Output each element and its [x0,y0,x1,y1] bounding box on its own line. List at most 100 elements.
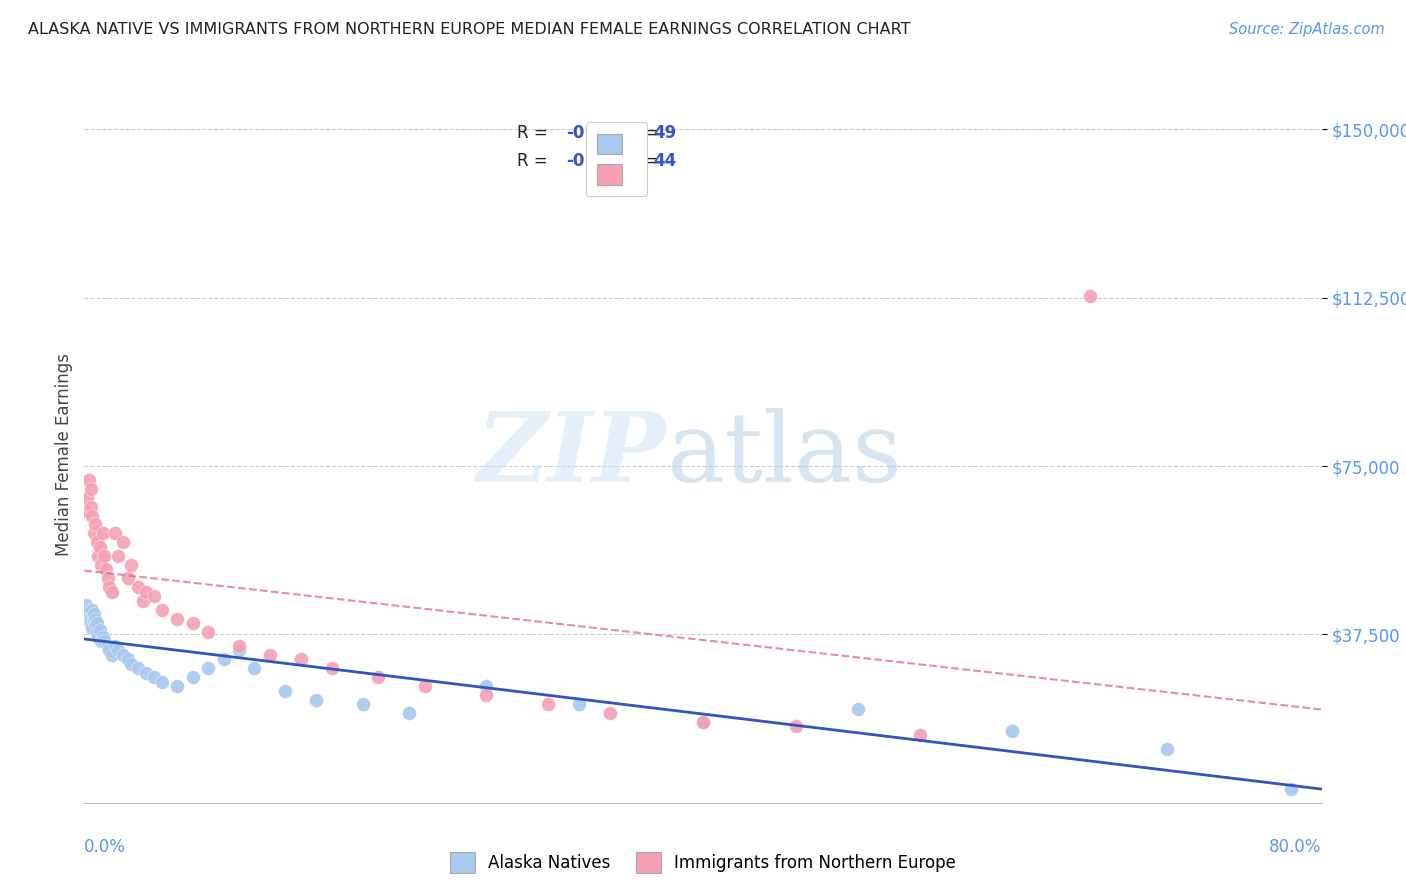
Point [290,652,312,666]
Point [352,697,374,711]
Point [90,634,112,648]
Point [908,729,931,743]
Point [104,526,127,541]
Point [1078,288,1101,302]
Point [846,701,869,715]
Point [243,661,266,675]
Point [82,621,104,635]
Point [86,616,108,631]
Point [135,665,157,680]
Point [101,648,124,662]
Y-axis label: Median Female Earnings: Median Female Earnings [55,353,73,557]
Text: 0.0%: 0.0% [84,838,127,855]
Text: ALASKA NATIVE VS IMMIGRANTS FROM NORTHERN EUROPE MEDIAN FEMALE EARNINGS CORRELAT: ALASKA NATIVE VS IMMIGRANTS FROM NORTHER… [28,22,911,37]
Point [107,643,129,657]
Point [127,580,149,594]
Point [413,679,436,693]
Point [77,473,100,487]
Point [75,504,97,518]
Point [89,623,111,637]
Point [83,526,105,541]
Text: -0.236: -0.236 [565,153,626,170]
Point [82,508,104,523]
Point [112,535,135,549]
Point [93,549,115,563]
Text: R =: R = [517,124,554,143]
Point [79,482,101,496]
Point [197,625,219,640]
Point [91,630,114,644]
Text: N =: N = [616,124,664,143]
Text: -0.530: -0.530 [565,124,626,143]
Point [98,643,121,657]
Point [692,714,714,729]
Point [197,661,219,675]
Point [89,540,111,554]
Point [96,571,118,585]
Legend: , : , [585,122,647,196]
Point [84,517,107,532]
Point [96,639,118,653]
Point [321,661,343,675]
Point [274,683,297,698]
Text: 49: 49 [654,124,676,143]
Point [181,670,204,684]
Point [77,605,100,619]
Point [82,603,104,617]
Point [76,607,98,622]
Point [135,584,157,599]
Point [76,491,98,505]
Point [537,697,560,711]
Point [84,612,107,626]
Text: 44: 44 [654,153,676,170]
Point [87,549,110,563]
Point [79,609,101,624]
Point [132,594,155,608]
Point [91,526,114,541]
Point [127,661,149,675]
Point [228,643,250,657]
Point [259,648,281,662]
Point [143,670,166,684]
Point [101,584,124,599]
Point [120,558,142,572]
Point [79,500,101,514]
Text: R =: R = [517,153,554,170]
Point [785,719,807,733]
Point [150,603,173,617]
Point [83,607,105,622]
Point [104,639,127,653]
Text: ZIP: ZIP [477,408,666,502]
Point [76,603,98,617]
Text: atlas: atlas [666,408,901,502]
Legend: Alaska Natives, Immigrants from Northern Europe: Alaska Natives, Immigrants from Northern… [443,846,963,880]
Text: Source: ZipAtlas.com: Source: ZipAtlas.com [1229,22,1385,37]
Point [692,714,714,729]
Point [98,580,121,594]
Point [87,630,110,644]
Point [93,634,115,648]
Point [475,688,498,702]
Point [150,674,173,689]
Point [212,652,235,666]
Point [568,697,591,711]
Point [1001,723,1024,738]
Point [166,679,188,693]
Point [83,614,105,628]
Point [1279,782,1302,797]
Point [86,535,108,549]
Point [143,590,166,604]
Point [117,571,139,585]
Point [79,616,101,631]
Point [107,549,129,563]
Point [305,692,328,706]
Point [475,679,498,693]
Point [166,612,188,626]
Point [181,616,204,631]
Point [86,625,108,640]
Point [367,670,389,684]
Point [94,562,117,576]
Point [77,612,100,626]
Point [120,657,142,671]
Text: 80.0%: 80.0% [1270,838,1322,855]
